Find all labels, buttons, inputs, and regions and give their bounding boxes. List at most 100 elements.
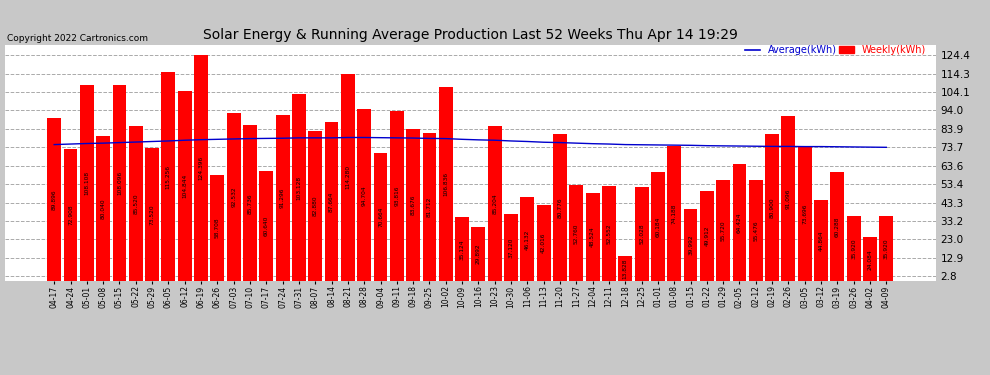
Text: 93.816: 93.816 bbox=[394, 186, 399, 206]
Text: 70.664: 70.664 bbox=[378, 207, 383, 227]
Text: 82.880: 82.880 bbox=[313, 196, 318, 216]
Text: Copyright 2022 Cartronics.com: Copyright 2022 Cartronics.com bbox=[7, 34, 148, 43]
Bar bbox=[651, 172, 665, 281]
Text: 114.280: 114.280 bbox=[346, 165, 350, 189]
Bar bbox=[146, 148, 159, 281]
Text: 83.676: 83.676 bbox=[411, 195, 416, 215]
Text: 87.664: 87.664 bbox=[329, 191, 334, 212]
Bar bbox=[879, 216, 893, 281]
Bar bbox=[292, 94, 306, 281]
Text: 44.864: 44.864 bbox=[819, 230, 824, 251]
Bar bbox=[423, 133, 437, 281]
Text: 103.128: 103.128 bbox=[296, 176, 301, 200]
Bar bbox=[683, 209, 697, 281]
Bar bbox=[357, 109, 371, 281]
Bar bbox=[846, 216, 860, 281]
Text: 39.992: 39.992 bbox=[688, 235, 693, 255]
Bar bbox=[48, 118, 61, 281]
Bar bbox=[439, 87, 452, 281]
Text: 73.696: 73.696 bbox=[802, 204, 807, 225]
Text: 52.552: 52.552 bbox=[607, 223, 612, 244]
Bar bbox=[553, 135, 567, 281]
Text: 108.096: 108.096 bbox=[117, 171, 122, 195]
Bar bbox=[308, 130, 322, 281]
Text: 13.828: 13.828 bbox=[623, 258, 628, 279]
Bar bbox=[831, 172, 844, 281]
Bar bbox=[748, 180, 762, 281]
Text: 55.720: 55.720 bbox=[721, 220, 726, 241]
Bar bbox=[211, 174, 225, 281]
Bar bbox=[798, 147, 812, 281]
Text: 55.476: 55.476 bbox=[753, 220, 758, 241]
Bar bbox=[471, 227, 485, 281]
Bar bbox=[667, 146, 681, 281]
Text: 58.708: 58.708 bbox=[215, 217, 220, 238]
Bar bbox=[765, 134, 779, 281]
Legend: Average(kWh), Weekly(kWh): Average(kWh), Weekly(kWh) bbox=[745, 45, 926, 55]
Bar bbox=[602, 186, 616, 281]
Text: 49.912: 49.912 bbox=[704, 226, 710, 246]
Text: 91.096: 91.096 bbox=[786, 188, 791, 209]
Bar bbox=[814, 200, 828, 281]
Bar bbox=[733, 164, 746, 281]
Text: 35.920: 35.920 bbox=[851, 238, 856, 259]
Text: 124.396: 124.396 bbox=[199, 156, 204, 180]
Bar bbox=[716, 180, 730, 281]
Text: 74.188: 74.188 bbox=[671, 204, 677, 224]
Bar bbox=[96, 136, 110, 281]
Bar bbox=[325, 122, 339, 281]
Bar bbox=[619, 256, 633, 281]
Bar bbox=[390, 111, 404, 281]
Bar bbox=[178, 91, 192, 281]
Text: 52.760: 52.760 bbox=[574, 223, 579, 243]
Text: 85.520: 85.520 bbox=[134, 193, 139, 214]
Text: 24.084: 24.084 bbox=[867, 249, 872, 270]
Text: 115.256: 115.256 bbox=[166, 165, 171, 189]
Bar bbox=[863, 237, 877, 281]
Text: 52.028: 52.028 bbox=[640, 224, 644, 244]
Text: 73.520: 73.520 bbox=[149, 204, 154, 225]
Text: 72.908: 72.908 bbox=[68, 205, 73, 225]
Text: 60.184: 60.184 bbox=[655, 216, 660, 237]
Text: 89.896: 89.896 bbox=[51, 189, 56, 210]
Text: 94.704: 94.704 bbox=[361, 185, 366, 206]
Text: 35.124: 35.124 bbox=[459, 239, 464, 260]
Text: 46.132: 46.132 bbox=[525, 229, 530, 249]
Bar bbox=[635, 187, 648, 281]
Bar bbox=[537, 205, 550, 281]
Bar bbox=[521, 197, 535, 281]
Bar bbox=[586, 193, 600, 281]
Text: 106.836: 106.836 bbox=[444, 172, 448, 196]
Bar bbox=[341, 74, 354, 281]
Bar bbox=[406, 129, 420, 281]
Bar bbox=[129, 126, 143, 281]
Bar bbox=[80, 85, 94, 281]
Text: 64.424: 64.424 bbox=[737, 213, 742, 233]
Bar bbox=[259, 171, 273, 281]
Bar bbox=[373, 153, 387, 281]
Text: 92.532: 92.532 bbox=[231, 187, 237, 207]
Bar bbox=[504, 214, 518, 281]
Text: 85.736: 85.736 bbox=[248, 193, 252, 214]
Bar bbox=[781, 116, 795, 281]
Bar bbox=[194, 55, 208, 281]
Text: 91.296: 91.296 bbox=[280, 188, 285, 209]
Bar bbox=[161, 72, 175, 281]
Bar bbox=[275, 116, 289, 281]
Text: 60.640: 60.640 bbox=[263, 216, 269, 236]
Bar bbox=[569, 185, 583, 281]
Text: 81.712: 81.712 bbox=[427, 197, 432, 217]
Bar bbox=[63, 149, 77, 281]
Text: 60.288: 60.288 bbox=[835, 216, 840, 237]
Text: 37.120: 37.120 bbox=[509, 237, 514, 258]
Text: 80.776: 80.776 bbox=[557, 198, 562, 218]
Text: 80.040: 80.040 bbox=[101, 198, 106, 219]
Text: 35.920: 35.920 bbox=[884, 238, 889, 259]
Bar bbox=[455, 217, 469, 281]
Text: 48.524: 48.524 bbox=[590, 227, 595, 248]
Bar bbox=[244, 126, 257, 281]
Title: Solar Energy & Running Average Production Last 52 Weeks Thu Apr 14 19:29: Solar Energy & Running Average Productio… bbox=[203, 28, 738, 42]
Text: 104.844: 104.844 bbox=[182, 174, 187, 198]
Bar bbox=[488, 126, 502, 281]
Text: 42.016: 42.016 bbox=[542, 233, 546, 253]
